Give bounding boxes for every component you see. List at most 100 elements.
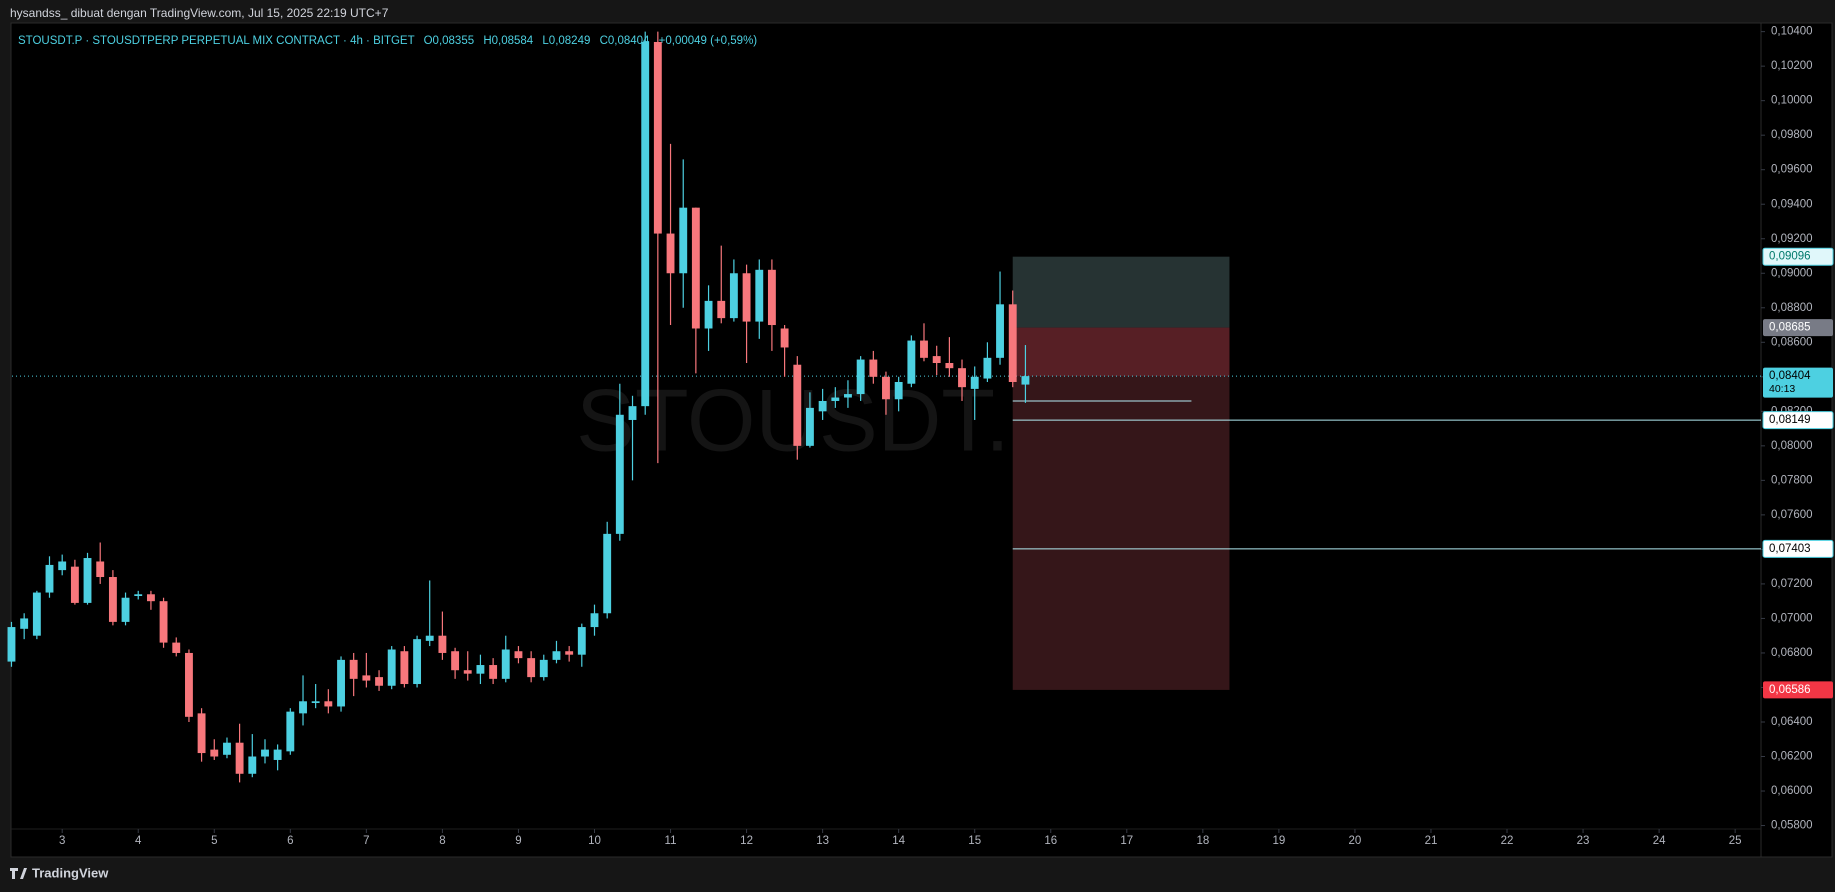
candle-body: [261, 749, 269, 757]
legend-change: +0,00049 (+0,59%): [659, 35, 758, 47]
candle-body: [387, 649, 396, 686]
line-tag: 0,07403: [1769, 543, 1811, 555]
byline: hysandss_ dibuat dengan TradingView.com,…: [10, 6, 389, 20]
candle-body: [501, 649, 510, 679]
y-tick-label: 0,07800: [1771, 474, 1813, 486]
candle-body: [463, 670, 472, 674]
x-tick-label: 25: [1729, 835, 1742, 847]
candle-body: [729, 273, 738, 319]
x-tick-label: 22: [1501, 835, 1514, 847]
candle-body: [375, 677, 383, 686]
x-tick-label: 21: [1425, 835, 1438, 847]
logo-icon: [10, 868, 27, 879]
candle-body: [248, 756, 257, 774]
entry-tag-bg: [1763, 319, 1833, 337]
candle-body: [653, 41, 662, 234]
candle-body: [590, 613, 599, 628]
candle-body: [894, 381, 903, 400]
y-tick-label: 0,09800: [1771, 129, 1813, 141]
candle-body: [831, 397, 840, 401]
candle-body: [45, 564, 54, 593]
candle-body: [20, 618, 29, 629]
candle-body: [413, 639, 422, 685]
x-tick-label: 14: [892, 835, 905, 847]
legend: STOUSDT.P · STOUSDTPERP PERPETUAL MIX CO…: [18, 35, 757, 47]
candle-body: [438, 635, 447, 653]
y-tick-label: 0,06000: [1771, 785, 1813, 797]
candle-body: [577, 627, 586, 655]
candle-body: [134, 594, 143, 597]
candle-body: [210, 749, 219, 757]
y-tick-label: 0,06800: [1771, 647, 1813, 659]
y-tick-label: 0,09400: [1771, 198, 1813, 210]
legend-symbol: STOUSDT.P · STOUSDTPERP PERPETUAL MIX CO…: [18, 35, 415, 47]
stop-tag: 0,09096: [1769, 251, 1811, 263]
x-tick-label: 19: [1272, 835, 1285, 847]
candle-body: [539, 659, 548, 678]
x-tick-label: 10: [588, 835, 601, 847]
candle-body: [603, 533, 612, 614]
candle-body: [299, 701, 307, 714]
last-price-tag: 0,08404: [1769, 370, 1811, 382]
candle-body: [311, 701, 320, 704]
candle-body: [958, 368, 966, 388]
y-tick-label: 0,05800: [1771, 820, 1813, 832]
target-tag: 0,06586: [1769, 684, 1811, 696]
y-tick-label: 0,10000: [1771, 95, 1813, 107]
candle-body: [362, 675, 371, 681]
line-tag-bg: [1762, 539, 1834, 558]
y-tick-label: 0,07200: [1771, 578, 1813, 590]
candle-body: [1008, 304, 1017, 382]
open-pnl-zone: [1012, 327, 1230, 377]
x-tick-label: 13: [816, 835, 829, 847]
candle-body: [844, 394, 852, 398]
brand: TradingView: [32, 865, 109, 880]
x-tick-label: 18: [1196, 835, 1209, 847]
candle-body: [425, 635, 434, 641]
candle-body: [527, 658, 536, 678]
y-tick-label: 0,09200: [1771, 233, 1813, 245]
candle-body: [641, 41, 650, 407]
y-tick-label: 0,08000: [1771, 440, 1813, 452]
x-tick-label: 23: [1577, 835, 1590, 847]
candle-body: [400, 651, 409, 685]
candle-body: [451, 651, 460, 671]
candle-body: [286, 711, 295, 752]
candle-body: [146, 594, 155, 602]
candle-body: [704, 300, 713, 329]
candle-body: [337, 659, 345, 707]
target-tag-bg: [1763, 681, 1833, 699]
candle-body: [755, 269, 764, 322]
candle-body: [7, 627, 16, 662]
stop-tag-bg: [1762, 247, 1834, 266]
candle-body: [476, 665, 485, 674]
y-tick-label: 0,06200: [1771, 751, 1813, 763]
y-tick-label: 0,08600: [1771, 336, 1813, 348]
legend-low: L0,08249: [542, 35, 590, 47]
candle-body: [324, 701, 333, 707]
x-tick-label: 11: [665, 835, 677, 847]
x-tick-label: 7: [363, 835, 369, 847]
legend-high: H0,08584: [483, 35, 533, 47]
y-tick-label: 0,07000: [1771, 612, 1813, 624]
x-tick-label: 6: [287, 835, 293, 847]
x-tick-label: 20: [1349, 835, 1362, 847]
candle-body: [818, 400, 827, 412]
x-tick-label: 3: [59, 835, 65, 847]
candle-body: [882, 376, 890, 400]
candle-body: [235, 742, 244, 774]
candle-body: [172, 642, 181, 653]
line-tag-bg: [1762, 411, 1834, 430]
candle-body: [970, 376, 979, 389]
candle-body: [185, 652, 193, 717]
candle-body: [628, 406, 637, 420]
candle-body: [197, 713, 206, 754]
candle-body: [666, 233, 675, 274]
candle-body: [717, 300, 726, 319]
candle-body: [679, 207, 688, 274]
x-tick-label: 15: [968, 835, 981, 847]
x-tick-label: 4: [135, 835, 142, 847]
y-tick-label: 0,06400: [1771, 716, 1813, 728]
